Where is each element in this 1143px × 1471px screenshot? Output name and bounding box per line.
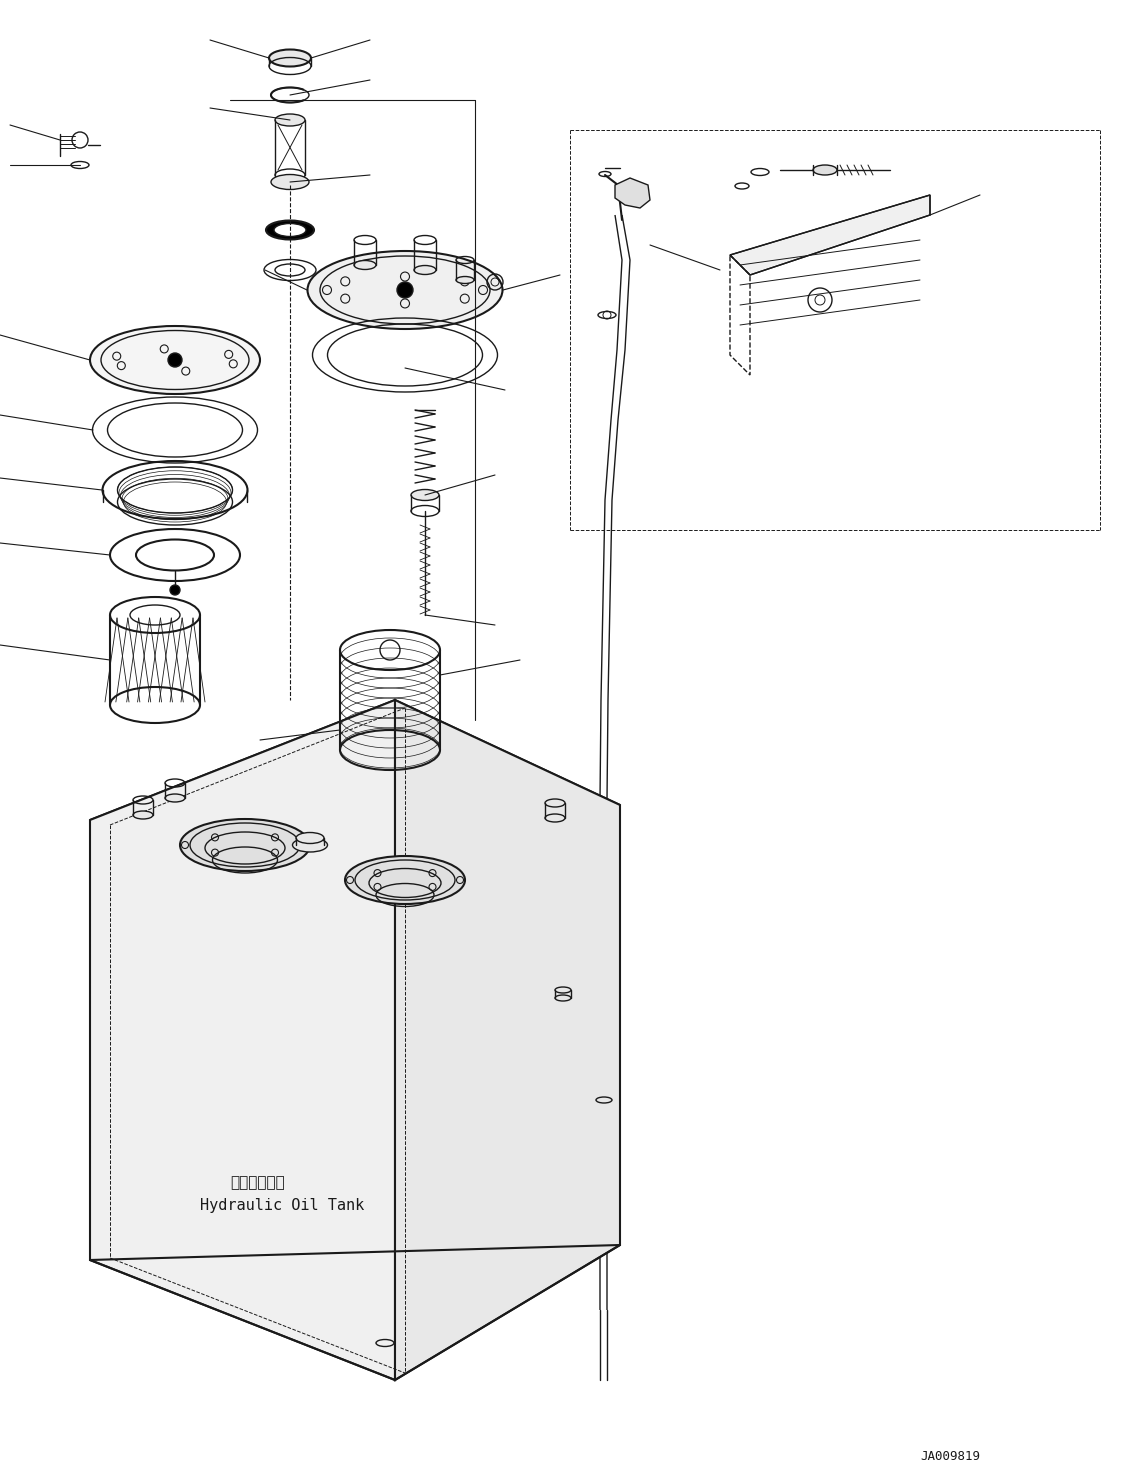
Ellipse shape [274, 224, 306, 237]
Ellipse shape [545, 813, 565, 822]
Ellipse shape [136, 540, 214, 571]
Ellipse shape [354, 260, 376, 269]
Circle shape [170, 585, 179, 594]
Ellipse shape [271, 175, 309, 190]
Ellipse shape [179, 819, 310, 871]
Ellipse shape [133, 811, 153, 819]
Polygon shape [395, 700, 620, 1380]
Polygon shape [90, 700, 620, 925]
Polygon shape [730, 196, 930, 275]
Text: Hydraulic Oil Tank: Hydraulic Oil Tank [200, 1197, 365, 1214]
Ellipse shape [307, 252, 503, 330]
Ellipse shape [110, 530, 240, 581]
Ellipse shape [555, 994, 572, 1000]
Ellipse shape [296, 833, 323, 843]
Ellipse shape [110, 597, 200, 633]
Ellipse shape [266, 221, 314, 240]
Ellipse shape [345, 856, 465, 905]
Ellipse shape [293, 838, 328, 852]
Ellipse shape [411, 490, 439, 500]
Circle shape [397, 282, 413, 299]
Ellipse shape [414, 265, 435, 275]
Polygon shape [615, 178, 650, 207]
Polygon shape [90, 700, 395, 1380]
Ellipse shape [90, 327, 259, 394]
Ellipse shape [275, 113, 305, 127]
Ellipse shape [456, 277, 474, 284]
Ellipse shape [269, 50, 311, 66]
Ellipse shape [813, 165, 837, 175]
Circle shape [168, 353, 182, 366]
Ellipse shape [165, 794, 185, 802]
Text: JA009819: JA009819 [920, 1450, 980, 1464]
Ellipse shape [339, 630, 440, 669]
Text: 作動油タンク: 作動油タンク [230, 1175, 285, 1190]
